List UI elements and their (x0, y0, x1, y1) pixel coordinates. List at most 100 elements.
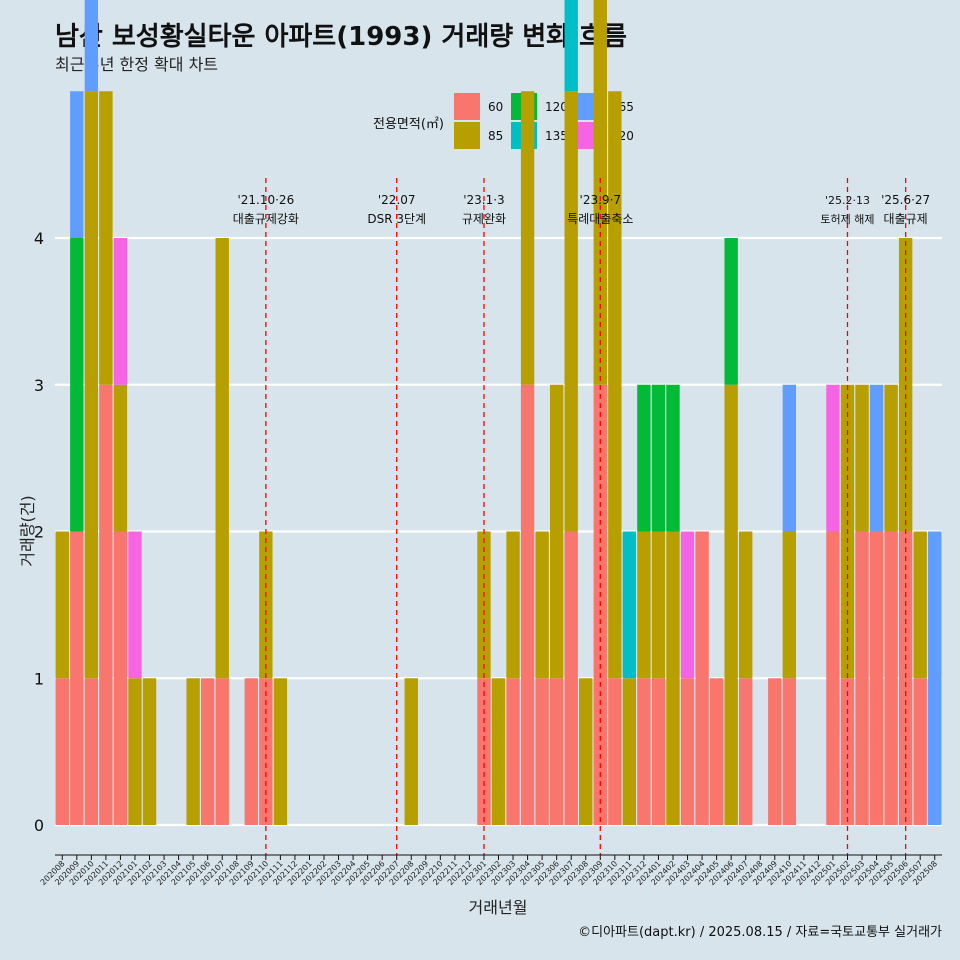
legend-label: 120 (545, 100, 568, 114)
y-axis: 0 1 2 3 4 (34, 229, 44, 835)
bar-segment (215, 678, 229, 825)
bar-segment (128, 678, 142, 825)
bar-segment (200, 678, 215, 825)
bar-segment (491, 678, 506, 825)
bar-segment (113, 384, 128, 532)
event-date-label: '23.1·3 (463, 193, 504, 207)
bar-segment (535, 678, 549, 825)
bar-segment (55, 678, 69, 825)
bar-segment (564, 91, 578, 532)
bar-segment (593, 0, 607, 385)
bar-segment (782, 678, 797, 825)
bar-segment (549, 678, 564, 825)
y-tick-label: 2 (34, 523, 44, 542)
caption: ©디아파트(dapt.kr) / 2025.08.15 / 자료=국토교통부 실… (578, 925, 942, 940)
bar-segment (113, 238, 128, 385)
bar-segment (142, 678, 157, 825)
bar-segment (782, 384, 797, 532)
bar-segment (898, 531, 913, 825)
bar-segment (913, 678, 927, 825)
bar-segment (724, 238, 738, 385)
legend-label: 85 (488, 129, 503, 143)
bar-segment (520, 384, 535, 825)
bar-segment (579, 678, 593, 825)
bar-segment (739, 678, 753, 825)
bar-segment (826, 384, 840, 532)
legend-swatch (454, 122, 480, 149)
bar-segment (869, 531, 884, 825)
bar-segment (113, 531, 128, 825)
bar-segment (506, 531, 520, 679)
bar-segment (855, 384, 869, 532)
bar-segment (898, 238, 913, 532)
chart-subtitle: 최근 5년 한정 확대 차트 (55, 55, 218, 74)
event-name-label: 대출규제강화 (233, 212, 299, 226)
y-tick-label: 0 (34, 816, 44, 835)
event-date-label: '21.10·26 (237, 193, 294, 207)
y-tick-label: 4 (34, 229, 44, 248)
bar-segment (506, 678, 520, 825)
bar-segment (637, 678, 651, 825)
bar-segment (666, 384, 680, 532)
bar-segment (709, 678, 724, 825)
bar-segment (549, 384, 564, 679)
bar-segment (273, 678, 288, 825)
bar-segment (768, 678, 782, 825)
y-tick-label: 1 (34, 669, 44, 688)
bar-segment (869, 384, 884, 532)
bar-segment (884, 531, 898, 825)
bar-segment (739, 531, 753, 679)
bar-segment (724, 384, 738, 825)
bar-segment (884, 384, 898, 532)
bar-segment (244, 678, 258, 825)
bar-segment (695, 531, 709, 825)
bar-segment (622, 531, 637, 679)
bar-segment (215, 238, 229, 679)
bar-segment (637, 384, 651, 532)
bar-segment (622, 678, 637, 825)
bar-segment (84, 678, 99, 825)
event-date-label: '23.9·7 (580, 193, 621, 207)
legend-label: 60 (488, 100, 503, 114)
bar-segment (520, 91, 535, 385)
bar-segment (651, 531, 666, 679)
bar-segment (608, 91, 622, 679)
bar-segment (913, 531, 927, 679)
bar-segment (680, 531, 695, 679)
bar-segment (128, 531, 142, 679)
bar-segment (666, 531, 680, 825)
y-tick-label: 3 (34, 376, 44, 395)
bar-segment (651, 678, 666, 825)
bar-segment (84, 91, 99, 679)
x-axis: 2020082020092020102020112020122021012021… (39, 854, 942, 887)
bar-segment (99, 384, 113, 825)
bar-segment (186, 678, 200, 825)
event-date-label: '25.6·27 (881, 193, 930, 207)
bar-segment (404, 678, 418, 825)
event-annotations: '21.10·26 대출규제강화 '22.07 DSR 3단계 '23.1·3 규제완화 '… (233, 178, 930, 855)
event-name-label: DSR 3단계 (367, 212, 426, 226)
chart-title: 남산 보성황실타운 아파트(1993) 거래량 변화 흐름 (55, 22, 627, 52)
bar-segment (70, 91, 84, 238)
bar-segment (477, 678, 491, 825)
bar-segment (680, 678, 695, 825)
bar-segment (259, 678, 273, 825)
bar-segment (84, 0, 99, 92)
bar-segment (826, 531, 840, 825)
bar-segment (637, 531, 651, 679)
legend-label: 135 (545, 129, 568, 143)
bar-segment (70, 531, 84, 825)
event-name-label: 대출규제 (884, 212, 928, 226)
event-date-label: '22.07 (378, 193, 416, 207)
y-axis-label: 거래량(건) (18, 495, 37, 566)
legend-title: 전용면적(㎡) (373, 117, 444, 132)
bar-segment (651, 384, 666, 532)
bar-segment (840, 678, 855, 825)
event-date-label: '25.2·13 (825, 194, 870, 207)
event-name-label: 특례대출축소 (567, 212, 633, 226)
bar-segment (70, 238, 84, 532)
event-name-label: 토허제 해제 (820, 212, 874, 226)
bar-segment (55, 531, 69, 679)
